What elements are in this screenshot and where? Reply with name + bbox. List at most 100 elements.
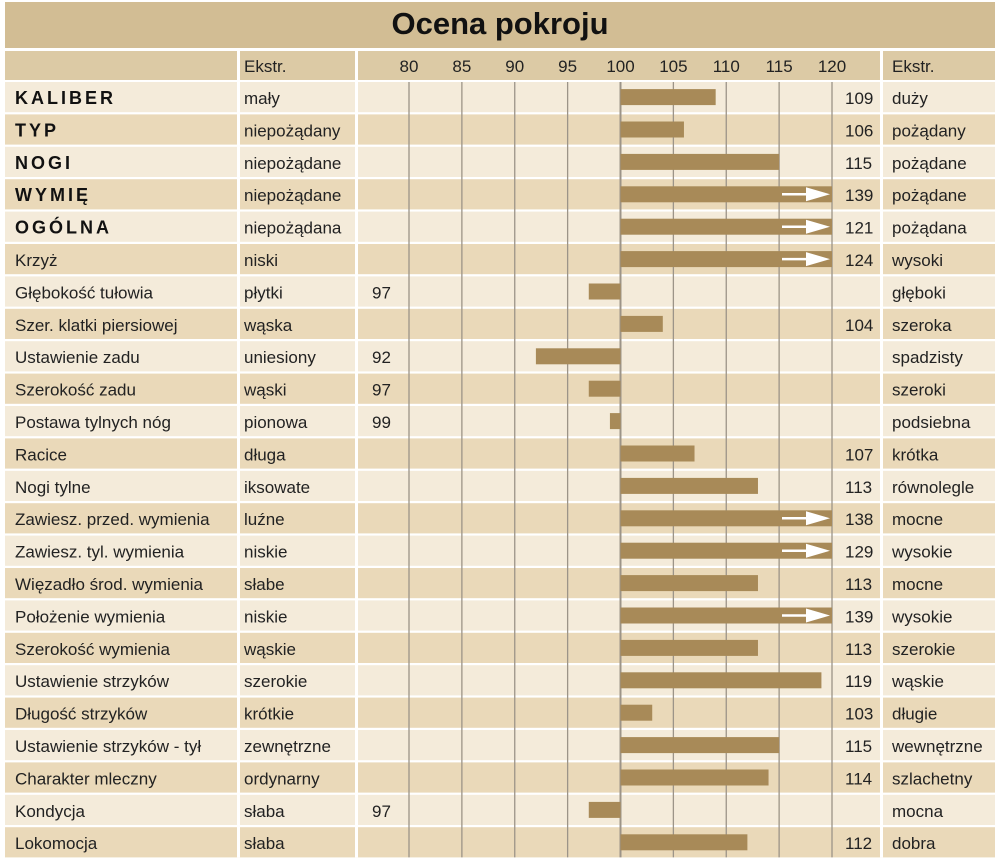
- row-band: [5, 82, 995, 113]
- bar-group: [535, 89, 832, 851]
- tick-label: 80: [400, 57, 419, 76]
- value-label: 97: [372, 283, 391, 302]
- value-label: 113: [845, 575, 872, 594]
- trait-label: Kondycja: [15, 802, 85, 821]
- bar: [620, 639, 758, 656]
- trait-label: WYMIĘ: [15, 185, 91, 205]
- bar: [620, 607, 832, 624]
- row-band: [5, 114, 995, 145]
- high-extreme-label: krótka: [892, 445, 939, 464]
- tick-label: 110: [713, 57, 740, 76]
- high-extreme-label: mocna: [892, 802, 944, 821]
- bar: [588, 380, 621, 397]
- trait-label: Położenie wymienia: [15, 607, 166, 626]
- low-extreme-label: niskie: [244, 607, 287, 626]
- value-label: 115: [845, 737, 872, 756]
- low-extreme-label: niepożądane: [244, 154, 341, 173]
- high-extreme-label: duży: [892, 89, 928, 108]
- row-band: [5, 308, 995, 339]
- high-extreme-label: mocne: [892, 575, 943, 594]
- value-label: 124: [845, 251, 873, 270]
- row-band: [5, 762, 995, 793]
- trait-label: Postawa tylnych nóg: [15, 413, 171, 432]
- bar: [620, 186, 832, 203]
- bar: [620, 575, 758, 592]
- low-extreme-label: krótkie: [244, 705, 294, 724]
- tick-label: 85: [452, 57, 471, 76]
- bar: [620, 251, 832, 268]
- value-label: 97: [372, 381, 391, 400]
- bar: [588, 801, 621, 818]
- row-backgrounds: [5, 2, 995, 858]
- value-label: 138: [845, 510, 873, 529]
- low-extreme-label: mały: [244, 89, 280, 108]
- bar: [620, 672, 822, 689]
- overflow-arrow-head: [806, 608, 830, 623]
- high-extreme-label: wysokie: [891, 607, 952, 626]
- trait-label: Zawiesz. przed. wymienia: [15, 510, 210, 529]
- low-extreme-label: luźne: [244, 510, 285, 529]
- bar: [620, 737, 780, 754]
- trait-label: Nogi tylne: [15, 478, 91, 497]
- bar: [588, 283, 621, 300]
- value-label: 97: [372, 802, 391, 821]
- row-band: [5, 146, 995, 177]
- trait-label: Lokomocja: [15, 834, 98, 853]
- overflow-arrow-head: [806, 543, 830, 558]
- value-label: 112: [845, 834, 872, 853]
- low-extreme-label: niepożądana: [244, 219, 342, 238]
- low-extreme-label: długa: [244, 445, 286, 464]
- column-separator: [237, 51, 240, 858]
- bar: [620, 477, 758, 494]
- trait-label: Więzadło środ. wymienia: [15, 575, 204, 594]
- low-extreme-label: wąska: [243, 316, 293, 335]
- high-extreme-label: szeroki: [892, 381, 946, 400]
- low-extreme-label: zewnętrzne: [244, 737, 331, 756]
- low-extreme-label: ordynarny: [244, 769, 320, 788]
- bar: [620, 542, 832, 559]
- row-band: [5, 406, 995, 437]
- trait-label: Charakter mleczny: [15, 769, 157, 788]
- row-band: [5, 568, 995, 599]
- overflow-arrow-head: [806, 219, 830, 234]
- high-extreme-label: szeroka: [892, 316, 952, 335]
- trait-label: TYP: [15, 120, 59, 140]
- low-extreme-label: niskie: [244, 543, 287, 562]
- overflow-arrow-head: [806, 252, 830, 267]
- bar: [620, 510, 832, 527]
- trait-label: Ustawienie strzyków: [15, 672, 170, 691]
- high-extreme-label: pożądany: [892, 121, 966, 140]
- value-label: 113: [845, 478, 872, 497]
- low-extreme-label: wąskie: [243, 640, 296, 659]
- column-separator: [880, 51, 883, 858]
- trait-label: Ustawienie strzyków - tył: [15, 737, 201, 756]
- row-band: [5, 827, 995, 858]
- high-extreme-label: pożądana: [892, 219, 967, 238]
- value-label: 103: [845, 705, 873, 724]
- grid-lines: [408, 82, 833, 858]
- bar: [620, 445, 695, 462]
- trait-label: Długość strzyków: [15, 705, 148, 724]
- row-band: [5, 730, 995, 761]
- bar: [620, 769, 769, 786]
- row-band: [5, 794, 995, 825]
- value-label: 129: [845, 543, 873, 562]
- value-label: 113: [845, 640, 872, 659]
- bar: [620, 218, 832, 235]
- trait-label: Szer. klatki piersiowej: [15, 316, 178, 335]
- low-extreme-label: płytki: [244, 283, 283, 302]
- row-band: [5, 470, 995, 501]
- value-label: 107: [845, 445, 873, 464]
- right-extreme-header: Ekstr.: [892, 57, 935, 76]
- value-label: 109: [845, 89, 873, 108]
- low-extreme-label: niski: [244, 251, 278, 270]
- trait-label: Zawiesz. tyl. wymienia: [15, 543, 185, 562]
- trait-label: Szerokość wymienia: [15, 640, 170, 659]
- chart-title: Ocena pokroju: [391, 6, 608, 41]
- trait-label: Szerokość zadu: [15, 381, 136, 400]
- value-label: 115: [845, 154, 872, 173]
- high-extreme-label: długie: [892, 705, 937, 724]
- high-extreme-label: wewnętrzne: [891, 737, 983, 756]
- bar: [620, 153, 780, 170]
